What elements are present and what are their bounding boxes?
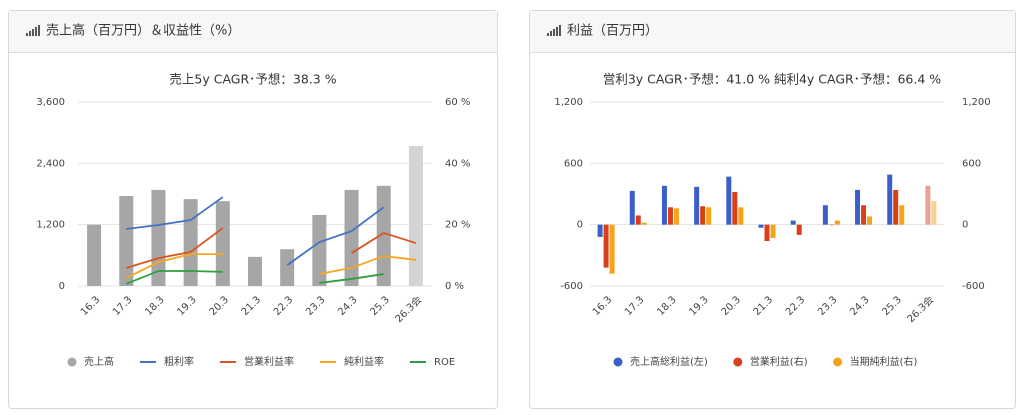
bar	[828, 224, 834, 226]
y2-tick-label: 0 %	[445, 281, 464, 292]
bar	[867, 216, 873, 225]
bar	[629, 190, 635, 225]
bar	[694, 186, 700, 225]
y2-tick-label: 20 %	[445, 220, 470, 231]
bar	[861, 205, 867, 225]
panel-title: 利益（百万円）	[567, 24, 658, 39]
bar	[738, 207, 744, 225]
bar	[726, 176, 732, 225]
y2-tick-label: -600	[962, 281, 985, 292]
card-right	[529, 10, 1016, 409]
y2-tick-label: 60 %	[445, 97, 470, 108]
line	[126, 227, 224, 269]
bar	[700, 206, 706, 225]
bar	[603, 224, 609, 268]
y-tick-label: 1,200	[36, 220, 65, 231]
bar	[609, 224, 615, 274]
line	[126, 196, 224, 230]
y-tick-label: 1,200	[554, 97, 583, 108]
legend-marker	[67, 357, 77, 367]
legend-marker	[613, 357, 623, 367]
line	[286, 206, 385, 266]
bar	[925, 185, 931, 225]
bar	[706, 207, 712, 225]
bar	[635, 215, 641, 225]
line	[319, 255, 417, 275]
y-tick-label: 0	[59, 281, 65, 292]
bar	[280, 249, 295, 286]
bar	[119, 196, 134, 286]
bar	[641, 222, 647, 225]
bar	[597, 224, 603, 237]
y-tick-label: 0	[577, 220, 583, 231]
legend-label: 売上高総利益(左)	[630, 355, 708, 368]
bar	[667, 207, 673, 225]
y2-tick-label: 0	[962, 220, 968, 231]
bar	[312, 214, 327, 286]
legend-marker	[833, 357, 843, 367]
line	[125, 253, 223, 279]
y2-tick-label: 600	[962, 158, 981, 169]
bar	[758, 224, 764, 228]
legend-label: 営業利益率	[244, 355, 294, 368]
bar	[344, 189, 359, 286]
bar	[661, 185, 667, 225]
bar	[931, 201, 937, 225]
y-tick-label: 2,400	[36, 158, 65, 169]
y2-tick-label: 40 %	[445, 158, 470, 169]
legend-marker	[733, 357, 743, 367]
bar	[183, 199, 198, 286]
legend-label: 営業利益(右)	[750, 355, 808, 368]
bar	[764, 224, 770, 242]
bar	[770, 224, 776, 238]
y-tick-label: -600	[560, 281, 583, 292]
bar	[408, 145, 423, 286]
bar	[855, 189, 861, 225]
bar	[87, 224, 102, 286]
y-tick-label: 600	[564, 158, 583, 169]
bar	[899, 205, 905, 225]
bar	[887, 174, 893, 225]
bar	[796, 224, 802, 235]
bar	[822, 205, 828, 225]
chart-title: 売上5y CAGR･予想：38.3 %	[169, 72, 336, 87]
line	[125, 270, 223, 285]
legend-label: ROE	[434, 357, 455, 368]
y2-tick-label: 1,200	[962, 97, 991, 108]
y-tick-label: 3,600	[36, 97, 65, 108]
bar	[893, 189, 899, 225]
line	[319, 273, 384, 284]
line	[351, 231, 417, 254]
card-left	[8, 10, 498, 409]
panel-title: 売上高（百万円）＆収益性（%）	[46, 23, 240, 39]
bar	[215, 201, 230, 286]
bar	[732, 191, 738, 225]
legend-label: 純利益率	[344, 355, 384, 368]
legend-label: 粗利率	[164, 355, 194, 368]
chart-title: 営利3y CAGR･予想：41.0 % 純利4y CAGR･予想：66.4 %	[603, 72, 941, 87]
bar	[248, 256, 262, 286]
legend-label: 売上高	[84, 355, 114, 368]
legend-label: 当期純利益(右)	[850, 355, 918, 368]
bar	[673, 208, 679, 225]
bar	[790, 220, 796, 225]
bar	[834, 220, 840, 225]
